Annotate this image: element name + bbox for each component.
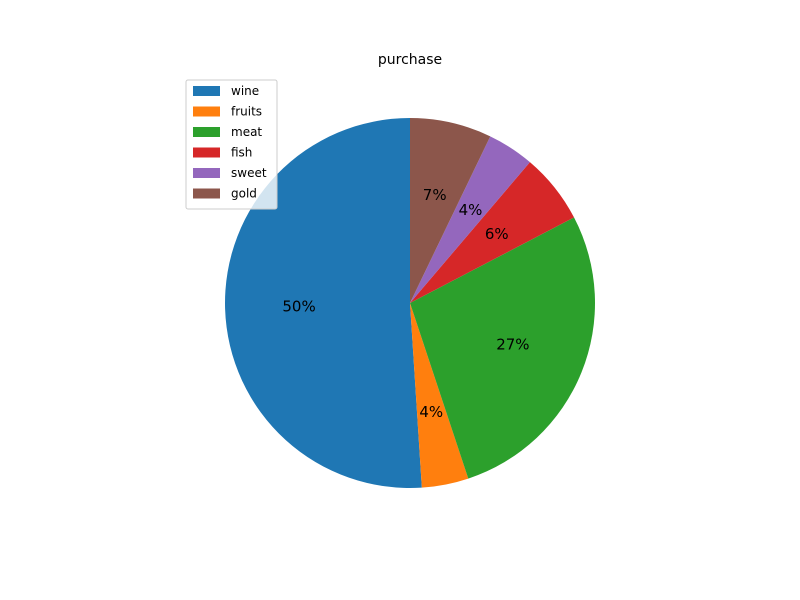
legend-swatch-fish xyxy=(193,147,220,158)
pie-slice-wine xyxy=(225,118,422,488)
legend-label-gold: gold xyxy=(231,187,257,201)
slice-label-wine: 50% xyxy=(282,298,315,316)
pie-slice-meat xyxy=(410,217,595,479)
slice-label-gold: 7% xyxy=(423,186,447,204)
pie-slice-gold xyxy=(410,118,491,303)
legend-label-fish: fish xyxy=(231,146,252,160)
legend-label-wine: wine xyxy=(231,84,259,98)
legend-label-sweet: sweet xyxy=(231,166,267,180)
pie-slice-labels: 50%4%27%6%4%7% xyxy=(282,186,529,421)
legend-swatch-gold xyxy=(193,188,220,199)
legend-label-meat: meat xyxy=(231,125,262,139)
slice-label-meat: 27% xyxy=(496,336,529,354)
slice-label-fruits: 4% xyxy=(419,403,443,421)
legend: wine fruits meat fish sweet gold xyxy=(185,79,278,210)
legend-swatch-sweet xyxy=(193,168,220,178)
chart-title: purchase xyxy=(378,52,442,68)
pie-slices xyxy=(225,118,595,488)
slice-label-fish: 6% xyxy=(485,225,509,243)
pie-slice-fish xyxy=(410,162,575,303)
legend-swatch-fruits xyxy=(193,106,220,117)
pie-slice-sweet xyxy=(410,136,530,303)
pie-slice-fruits xyxy=(410,303,469,488)
legend-swatch-wine xyxy=(193,86,220,96)
legend-swatch-meat xyxy=(193,127,220,137)
slice-label-sweet: 4% xyxy=(459,201,483,219)
legend-label-fruits: fruits xyxy=(231,105,262,119)
